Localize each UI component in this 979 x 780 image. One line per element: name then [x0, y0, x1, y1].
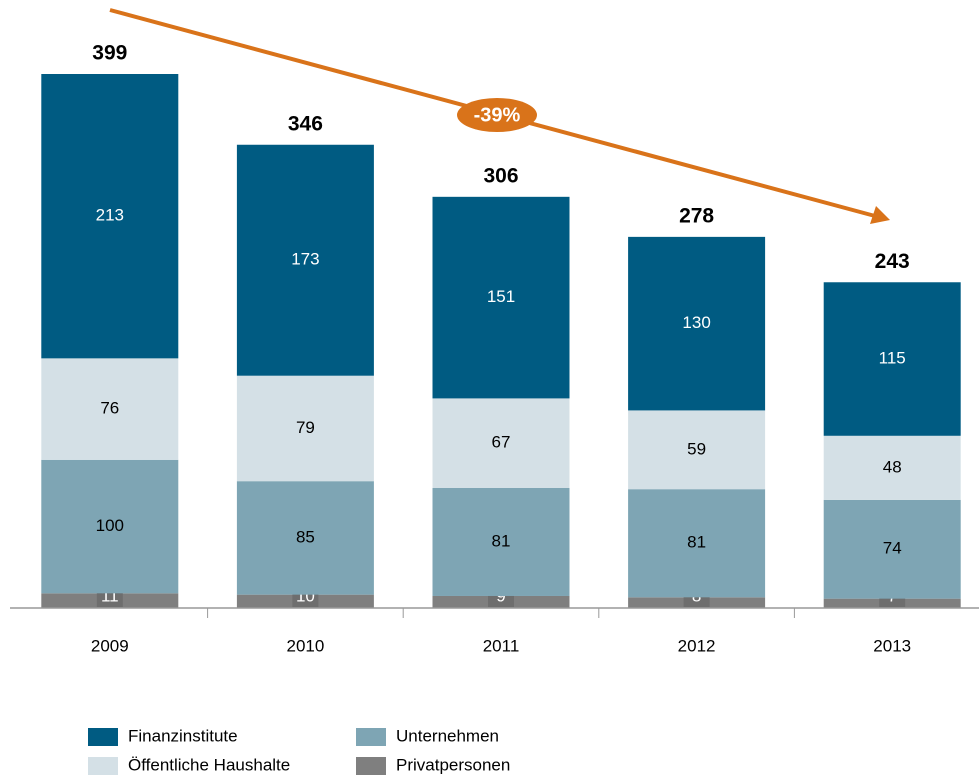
bar-segment — [823, 499, 961, 599]
bar-segment — [41, 459, 179, 594]
segment-label: 213 — [96, 206, 124, 225]
legend-swatch — [356, 757, 386, 775]
legend-swatch — [356, 728, 386, 746]
bar-segment — [41, 74, 179, 359]
segment-label: 81 — [492, 531, 511, 550]
total-label: 278 — [679, 204, 714, 227]
annotation-bg — [457, 98, 537, 132]
legend-label: Finanzinstitute — [128, 726, 238, 745]
total-label: 346 — [288, 112, 323, 135]
x-tick-label: 2009 — [91, 636, 129, 655]
legend-label: Öffentliche Haushalte — [128, 755, 290, 774]
segment-label: 115 — [879, 349, 906, 368]
arrow-head — [870, 206, 890, 224]
bar-segment — [432, 196, 570, 399]
total-label: 243 — [875, 250, 910, 273]
bar-segment — [823, 435, 961, 500]
segment-label: 67 — [492, 433, 511, 452]
segment-label: 85 — [296, 527, 315, 546]
bar-segment — [41, 358, 179, 460]
bar-segment — [628, 236, 766, 411]
bar-segment — [432, 398, 570, 488]
total-label: 399 — [92, 42, 127, 65]
bar-segment — [236, 144, 374, 376]
legend-label: Unternehmen — [396, 726, 499, 745]
x-tick-label: 2011 — [483, 636, 520, 655]
legend-label: Privatpersonen — [396, 755, 510, 774]
legend-swatch — [88, 728, 118, 746]
segment-label: 79 — [296, 418, 315, 437]
segment-label: 173 — [291, 250, 319, 269]
segment-label: 81 — [687, 533, 706, 552]
x-tick-label: 2013 — [873, 636, 911, 655]
segment-label: 74 — [883, 539, 902, 558]
x-tick-label: 2012 — [678, 636, 716, 655]
bar-segment — [236, 375, 374, 482]
bar-segment — [628, 489, 766, 598]
x-tick-label: 2010 — [286, 636, 324, 655]
legend-swatch — [88, 757, 118, 775]
annotation: -39% — [474, 104, 521, 126]
bar-segment — [236, 481, 374, 595]
segment-label: 76 — [100, 399, 119, 418]
bar-segment — [432, 487, 570, 596]
segment-label: 130 — [682, 313, 710, 332]
segment-label: 100 — [96, 516, 124, 535]
bar-segment — [823, 282, 961, 436]
segment-label: 59 — [687, 439, 706, 458]
segment-label: 151 — [487, 287, 515, 306]
segment-label: 48 — [883, 457, 902, 476]
bar-segment — [628, 410, 766, 490]
total-label: 306 — [483, 164, 518, 187]
